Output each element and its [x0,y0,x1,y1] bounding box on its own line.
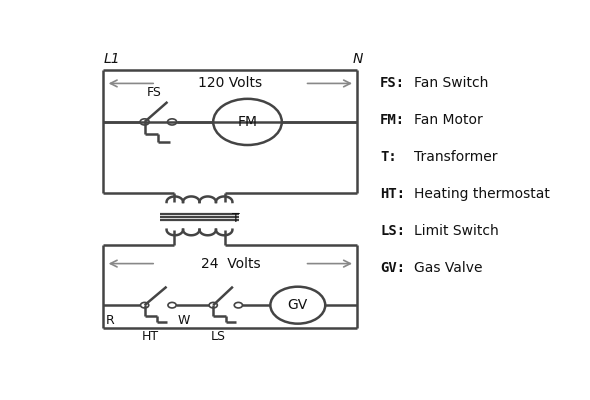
Text: Gas Valve: Gas Valve [414,260,483,274]
Text: FM:: FM: [380,113,405,127]
Text: 24  Volts: 24 Volts [201,257,260,271]
Text: LS: LS [211,330,226,343]
Text: T:: T: [380,150,397,164]
Text: HT: HT [142,330,159,343]
Text: FS:: FS: [380,76,405,90]
Text: LS:: LS: [380,224,405,238]
Text: GV:: GV: [380,260,405,274]
Text: N: N [353,52,363,66]
Text: Fan Motor: Fan Motor [414,113,483,127]
Text: FM: FM [238,115,257,129]
Text: FS: FS [147,86,162,99]
Text: HT:: HT: [380,186,405,201]
Text: Limit Switch: Limit Switch [414,224,499,238]
Text: L1: L1 [103,52,120,66]
Text: T: T [231,212,240,226]
Text: GV: GV [288,298,308,312]
Text: Transformer: Transformer [414,150,498,164]
Text: Fan Switch: Fan Switch [414,76,489,90]
Text: Heating thermostat: Heating thermostat [414,186,550,201]
Text: W: W [178,314,190,327]
Text: R: R [106,314,114,327]
Text: 120 Volts: 120 Volts [198,76,263,90]
